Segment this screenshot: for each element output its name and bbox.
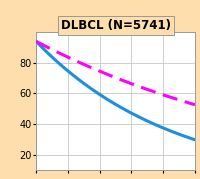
Title: DLBCL (N=5741): DLBCL (N=5741) bbox=[60, 19, 170, 32]
